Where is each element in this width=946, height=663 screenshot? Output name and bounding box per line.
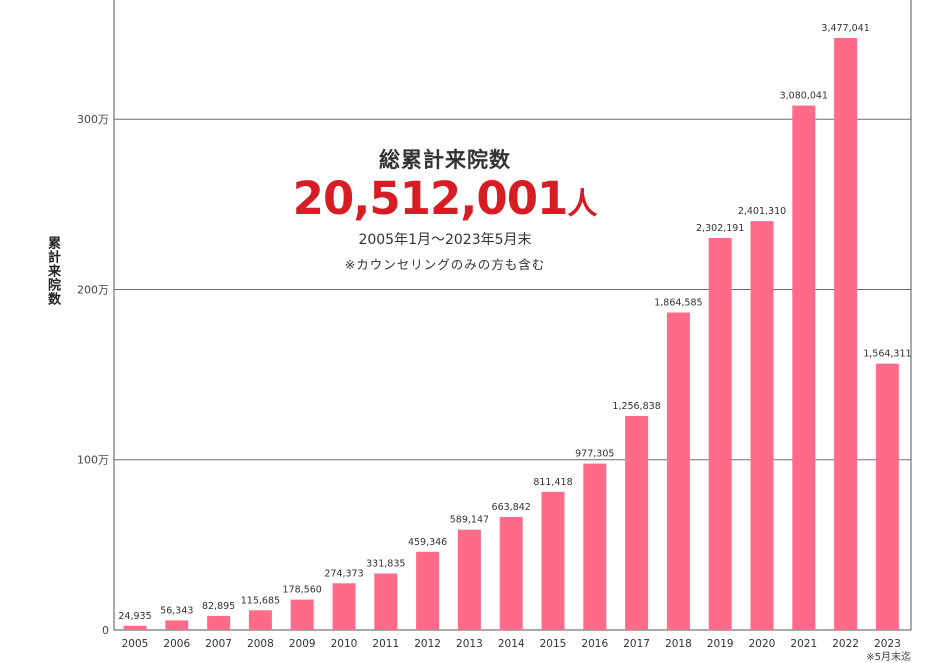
bar [834,37,858,631]
bar [374,573,398,630]
x-tick-label: 2012 [414,638,441,650]
note-text: ※カウンセリングのみの方も含む [344,257,546,272]
x-tick-label: 2009 [289,638,316,650]
x-tick-label: 2006 [163,638,190,650]
bar [165,620,189,630]
period-text: 2005年1月〜2023年5月末 [358,232,532,248]
data-label: 24,935 [118,611,151,622]
x-tick-label: 2017 [623,638,650,650]
x-tick-label: 2018 [665,638,692,650]
bar [207,615,231,630]
bar [583,463,607,630]
y-tick-label: 0 [102,624,109,637]
total-count: 20,512,001 [292,172,569,225]
data-label: 589,147 [450,515,489,526]
data-label: 811,418 [533,477,572,488]
x-tick-label: 2014 [498,638,525,650]
data-label: 178,560 [283,585,322,596]
total-row: 20,512,001人 [290,176,600,221]
data-label: 56,343 [160,605,193,616]
y-tick-label: 200万 [77,283,109,296]
x-tick-label: 2005 [122,638,149,650]
x-tick-label: 2023 [874,638,901,650]
data-label: 663,842 [492,502,531,513]
x-tick-label: 2020 [749,638,776,650]
data-label: 2,302,191 [696,223,744,234]
data-label: 3,080,041 [780,91,828,102]
x-tick-label: 2010 [331,638,358,650]
total-unit: 人 [567,187,598,222]
bar [457,529,481,630]
data-label: 977,305 [575,449,614,460]
data-label: 2,401,310 [738,206,786,217]
data-label: 82,895 [202,601,235,612]
bar [332,583,356,630]
x-tick-label: 2019 [707,638,734,650]
bar [666,312,690,630]
bar [708,238,732,630]
data-label: 331,835 [366,558,405,569]
bar [290,599,314,630]
data-label: 115,685 [241,595,280,606]
bar [792,105,816,630]
bar [499,516,523,630]
x-tick-label: 2021 [790,638,817,650]
y-tick-label: 300万 [77,113,109,126]
data-label: 459,346 [408,537,447,548]
x-tick-label: 2015 [540,638,567,650]
bar [541,491,565,630]
x-tick-label: 2016 [581,638,608,650]
bar [875,363,899,630]
y-axis-label: 累計来院数 [45,236,60,306]
bar [416,551,440,630]
data-label: 1,564,311 [863,349,911,360]
footnote: ※5月末迄 [866,652,911,663]
x-tick-label: 2007 [205,638,232,650]
bar [625,415,649,630]
data-label: 1,256,838 [612,401,660,412]
y-tick-label: 100万 [77,454,109,467]
data-label: 1,864,585 [654,298,702,309]
summary-block: 総累計来院数 20,512,001人 2005年1月〜2023年5月末 ※カウン… [290,144,600,273]
x-tick-label: 2008 [247,638,274,650]
summary-headline: 総累計来院数 [379,148,511,172]
bar [123,625,147,630]
x-tick-label: 2022 [832,638,859,650]
bar [248,610,272,630]
x-tick-label: 2013 [456,638,483,650]
bar [750,221,774,630]
data-label: 3,477,041 [821,23,869,34]
data-label: 274,373 [324,568,363,579]
x-tick-label: 2011 [372,638,399,650]
